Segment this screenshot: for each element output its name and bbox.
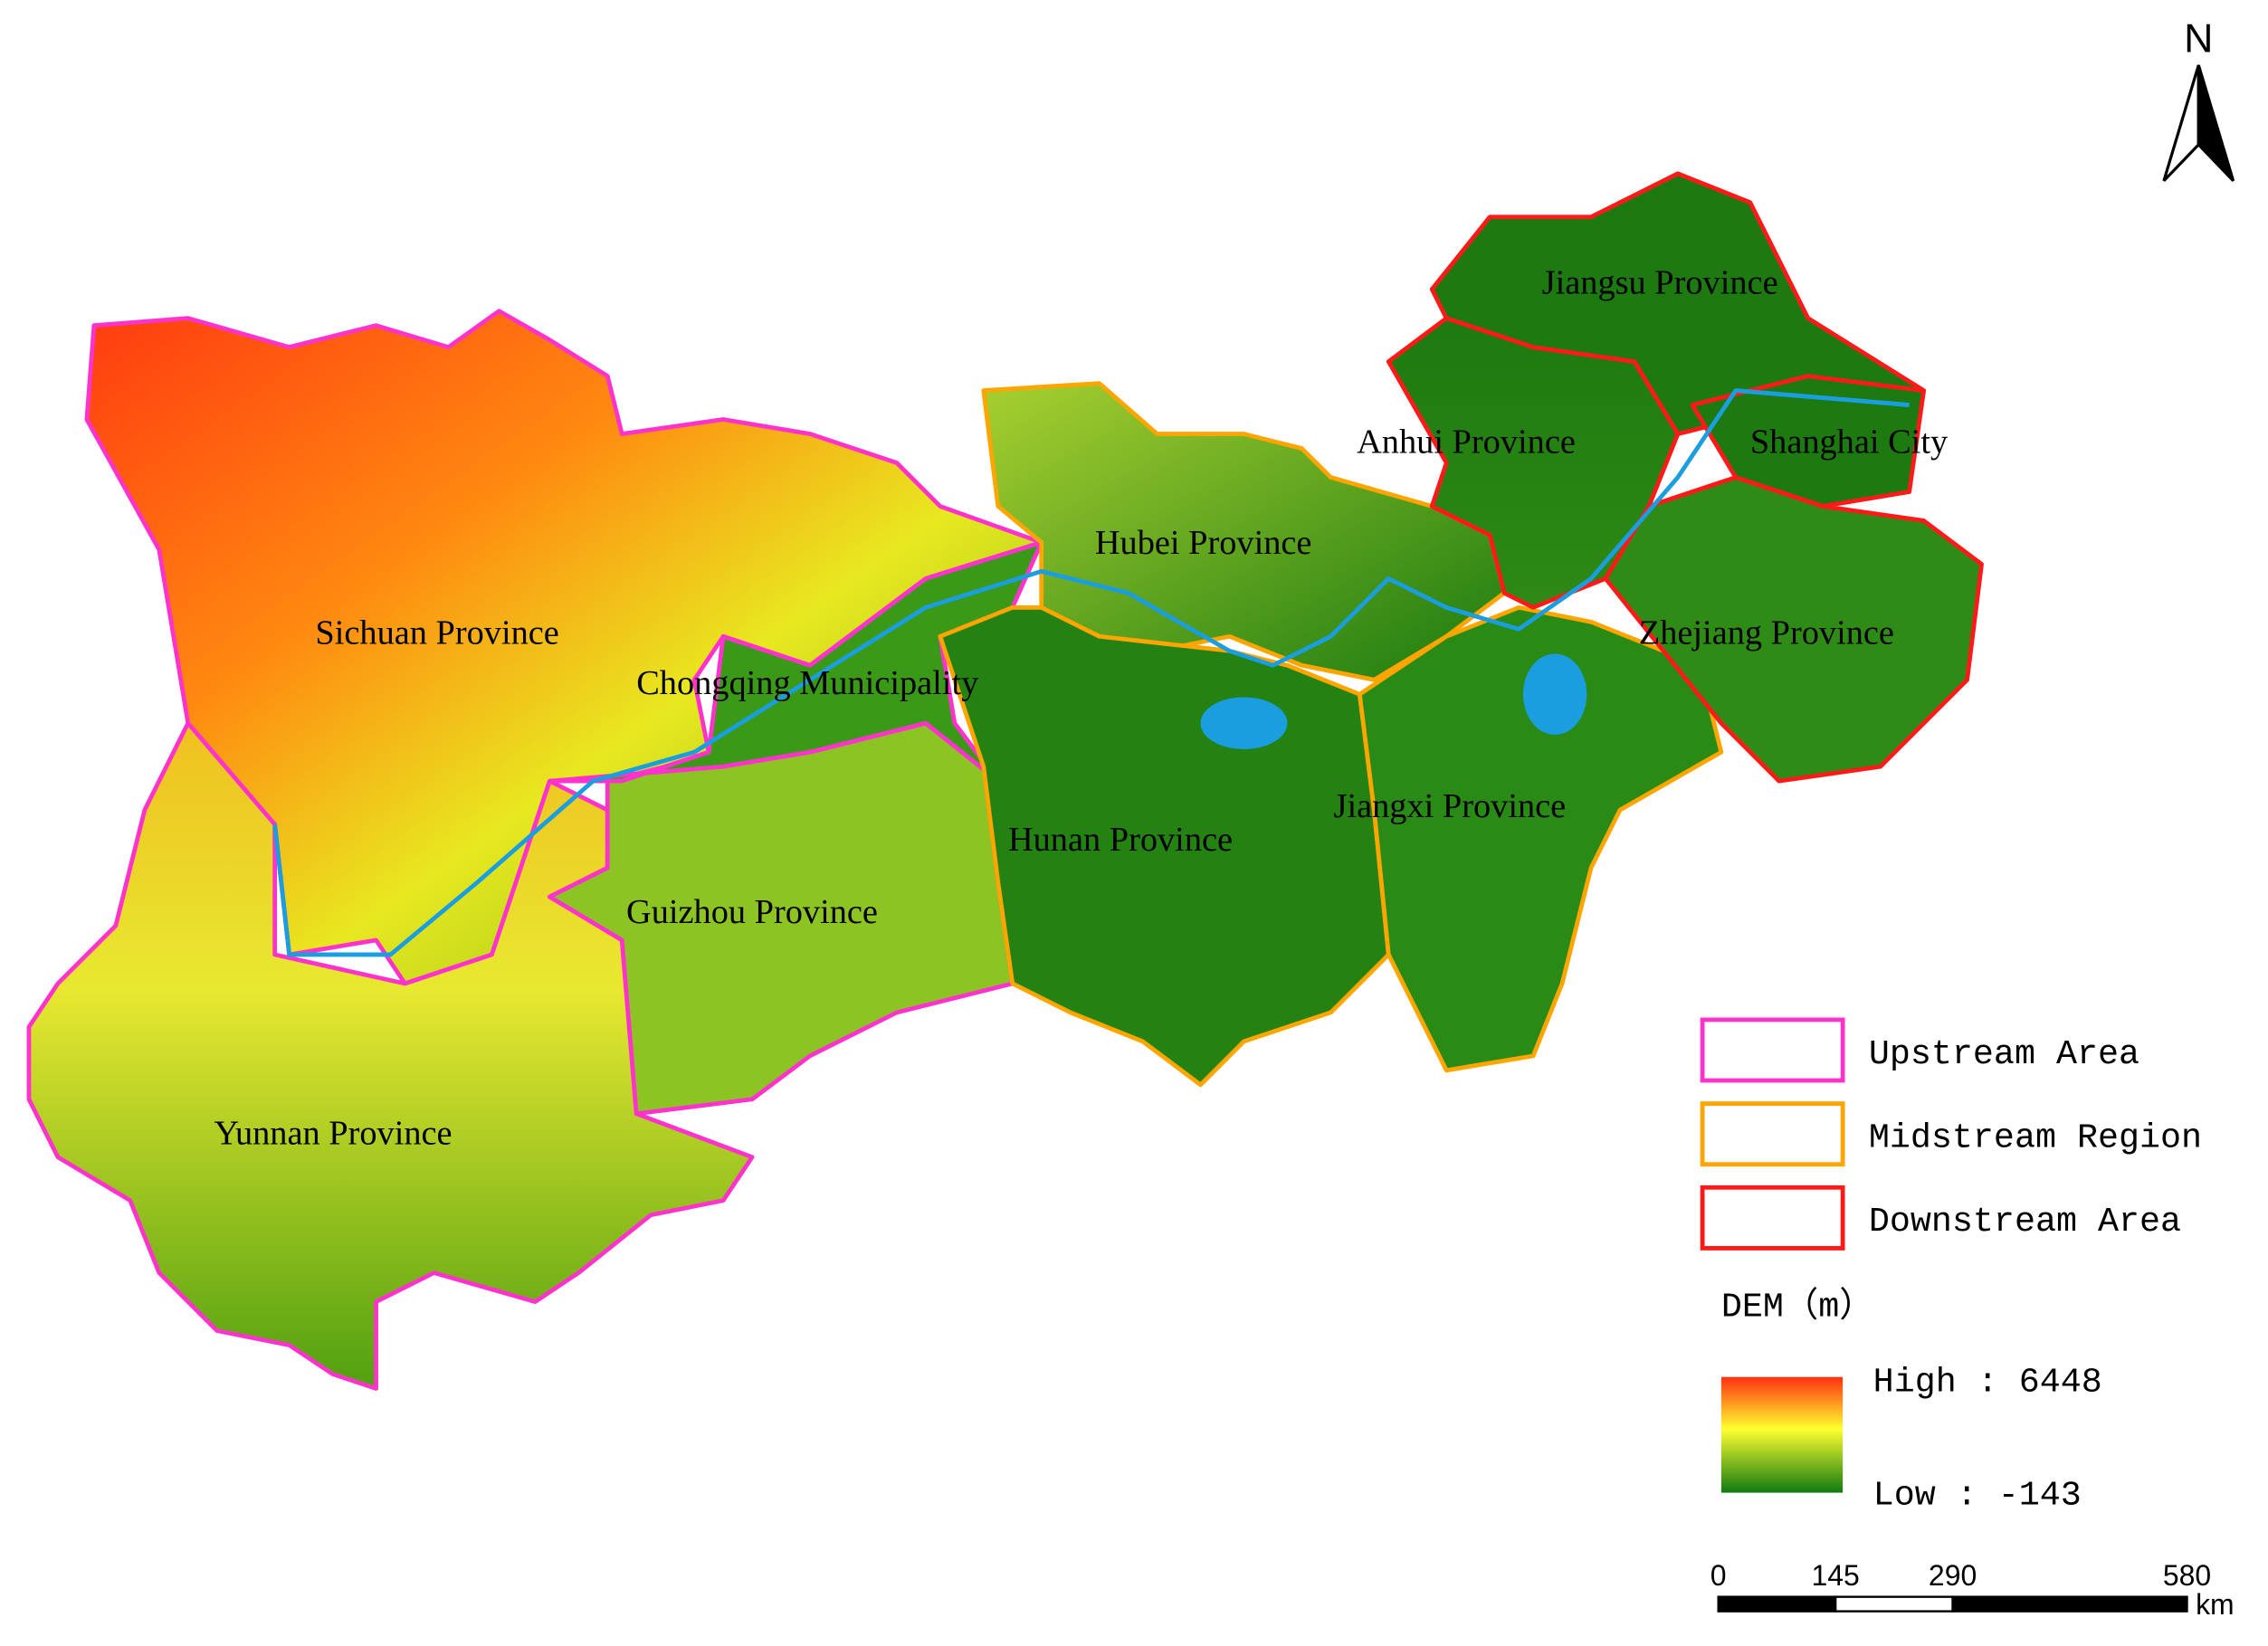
- north-arrow: N: [2162, 16, 2235, 182]
- yangtze-river: [272, 388, 1910, 957]
- north-arrow-shape: [2197, 64, 2235, 182]
- legend-label: Midstream Region: [1869, 1118, 2202, 1158]
- scale-unit: km: [2196, 1588, 2235, 1621]
- legend-swatch: [1700, 1101, 1845, 1167]
- legend: Upstream Area Midstream Region Downstream …: [1700, 1017, 2202, 1251]
- region-label: Hunan Province: [1008, 821, 1233, 859]
- dem-colorbar: [1720, 1376, 1844, 1493]
- dem-title: DEM（m）: [1721, 1287, 1874, 1327]
- region-label: Sichuan Province: [315, 614, 558, 652]
- scale-segment: [1834, 1595, 1954, 1613]
- legend-label: Downstream Area: [1869, 1202, 2181, 1242]
- legend-swatch: [1700, 1017, 1845, 1083]
- lake: [1522, 653, 1587, 735]
- dem-low: Low : -143: [1873, 1475, 2082, 1515]
- north-label: N: [2184, 16, 2213, 62]
- regions: [26, 171, 1984, 1391]
- legend-label: Upstream Area: [1869, 1034, 2139, 1074]
- region-label: Yunnan Province: [214, 1114, 453, 1152]
- lake: [1200, 697, 1288, 749]
- region-label: Zhejiang Province: [1639, 614, 1894, 652]
- scale-label: 0: [1711, 1559, 1727, 1592]
- scale-segment: [1717, 1595, 1837, 1613]
- region-label: Anhui Province: [1357, 423, 1576, 461]
- scale-label: 290: [1929, 1559, 1977, 1592]
- region-label: Jiangxi Province: [1334, 787, 1567, 825]
- region-labels: Sichuan Province Chongqing Municipality …: [214, 263, 1949, 1152]
- region-label: Hubei Province: [1095, 524, 1312, 562]
- dem-legend: DEM（m） High : 6448 Low : -143: [1720, 1287, 2102, 1515]
- dem-high: High : 6448: [1873, 1363, 2102, 1403]
- region-label: Shanghai City: [1750, 423, 1949, 461]
- scale-label: 580: [2163, 1559, 2211, 1592]
- region-label: Guizhou Province: [626, 893, 878, 931]
- jiangxi-shape: [1357, 604, 1724, 1073]
- legend-swatch: [1700, 1185, 1845, 1251]
- zhejiang-shape: [1603, 475, 1984, 784]
- north-arrow-shape: [2162, 64, 2200, 182]
- region-label: Jiangsu Province: [1542, 263, 1778, 301]
- region-label: Chongqing Municipality: [636, 664, 979, 702]
- scale-label: 145: [1811, 1559, 1859, 1592]
- scale-segment: [1951, 1595, 2188, 1613]
